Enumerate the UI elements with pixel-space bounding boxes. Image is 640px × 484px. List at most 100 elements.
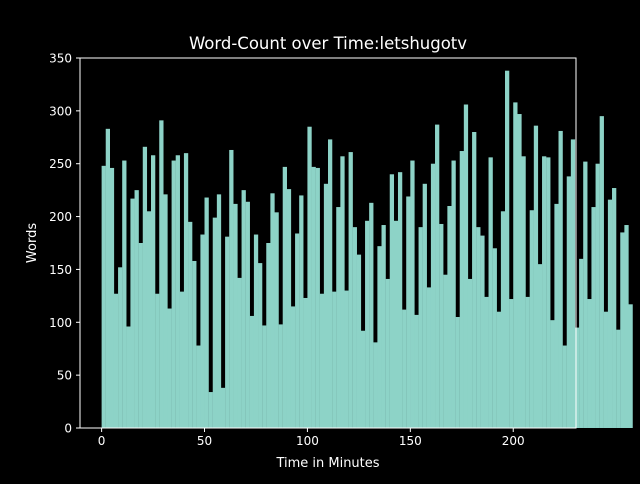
bar <box>130 198 135 428</box>
bar <box>418 227 423 428</box>
bar <box>377 246 382 428</box>
chart-title: Word-Count over Time:letshugotv <box>189 34 467 53</box>
x-tick-label: 200 <box>502 434 525 448</box>
bar <box>258 263 263 428</box>
bar <box>179 291 185 428</box>
bar <box>566 176 572 428</box>
bar <box>237 277 242 428</box>
y-tick-label: 350 <box>49 52 72 66</box>
bar <box>200 234 205 428</box>
y-tick-label: 300 <box>49 104 72 118</box>
bar <box>509 299 514 428</box>
bar <box>163 194 168 428</box>
bar <box>525 296 530 428</box>
bar <box>459 151 464 428</box>
bar <box>167 308 172 428</box>
bar <box>513 102 518 429</box>
bar <box>369 202 374 428</box>
bar <box>439 223 444 428</box>
y-tick-label: 150 <box>49 263 72 277</box>
bar <box>389 174 395 428</box>
bar <box>216 194 222 428</box>
x-axis-ticks: 0 50 100 150 200 <box>98 428 525 448</box>
bar <box>537 264 543 428</box>
bar <box>579 258 584 428</box>
bar <box>488 157 493 428</box>
bar <box>447 206 452 428</box>
bar <box>356 254 362 428</box>
bar <box>159 120 164 429</box>
bar <box>385 278 390 428</box>
bar <box>410 160 415 429</box>
bar <box>451 160 456 429</box>
bar <box>402 309 407 428</box>
bar <box>229 149 234 428</box>
bar <box>496 311 502 428</box>
bar <box>352 227 357 428</box>
bar <box>332 291 337 428</box>
x-axis-label: Time in Minutes <box>275 456 379 471</box>
bar <box>262 325 267 428</box>
bar <box>307 126 312 429</box>
bar <box>138 243 143 428</box>
bar <box>183 153 189 428</box>
bar <box>574 327 580 428</box>
bar <box>151 155 156 428</box>
bar <box>435 124 440 428</box>
bar <box>484 296 489 428</box>
bar <box>282 166 287 428</box>
plot-area-frame <box>79 57 577 429</box>
bar <box>570 139 576 428</box>
bar <box>146 211 152 428</box>
bar <box>253 234 259 428</box>
bar <box>529 210 534 428</box>
bar <box>266 243 271 428</box>
bar <box>414 314 419 428</box>
y-tick-label: 0 <box>64 422 72 436</box>
bar <box>587 299 592 428</box>
bar <box>311 166 316 428</box>
bar <box>599 116 604 428</box>
bar <box>360 330 366 428</box>
bar <box>323 183 329 428</box>
bar <box>249 315 255 428</box>
bar <box>315 167 320 428</box>
bar <box>274 212 279 428</box>
bar <box>126 326 131 428</box>
bar <box>220 387 226 428</box>
bar <box>517 114 522 428</box>
bar <box>603 311 609 428</box>
bar <box>583 161 588 428</box>
bar <box>204 197 209 428</box>
y-axis-ticks: 0 50 100 150 200 250 300 350 <box>49 52 80 436</box>
bar <box>328 139 333 428</box>
bar <box>299 195 304 428</box>
bar <box>505 70 510 428</box>
bar <box>344 290 349 428</box>
bar <box>295 233 300 428</box>
bar <box>616 329 621 428</box>
bars-group <box>101 70 633 429</box>
bar <box>105 128 110 428</box>
bar <box>303 297 308 428</box>
bar <box>463 104 469 428</box>
bar <box>443 274 448 428</box>
y-tick-label: 50 <box>57 369 72 383</box>
bar <box>381 225 386 428</box>
bar <box>365 220 370 428</box>
bar <box>101 165 106 428</box>
bar <box>393 220 399 428</box>
bar <box>118 267 123 428</box>
bar <box>472 132 477 428</box>
y-tick-label: 250 <box>49 157 72 171</box>
bar <box>542 156 547 428</box>
x-tick-label: 150 <box>399 434 422 448</box>
x-tick-label: 50 <box>197 434 212 448</box>
bar <box>122 160 127 429</box>
bar <box>624 225 629 428</box>
bar <box>397 172 403 428</box>
bar <box>422 183 427 428</box>
bar <box>426 287 432 428</box>
bar <box>134 190 139 428</box>
